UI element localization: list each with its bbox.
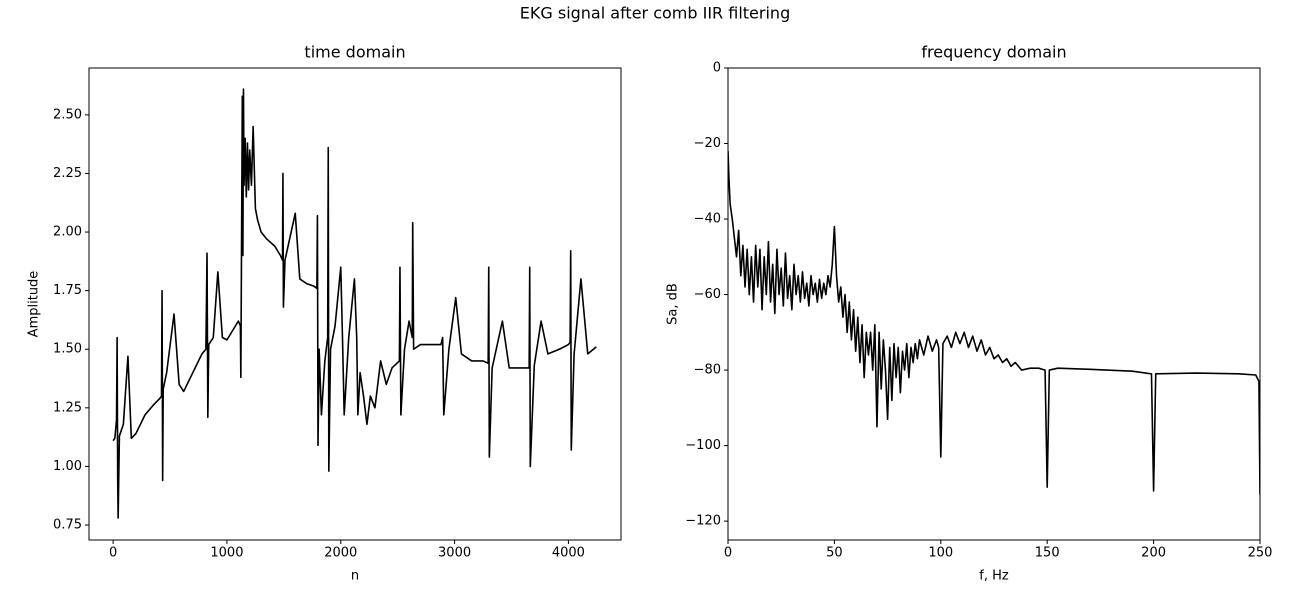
y-tick-label: −40 bbox=[694, 212, 721, 227]
axes-frame bbox=[727, 67, 1261, 541]
x-tick-label: 100 bbox=[928, 546, 953, 561]
y-tick-label: 1.00 bbox=[53, 459, 82, 474]
x-tick-label: 3000 bbox=[438, 546, 471, 561]
y-tick-label: −20 bbox=[694, 136, 721, 151]
y-tick-label: 2.00 bbox=[53, 225, 82, 240]
y-tick-label: −100 bbox=[685, 438, 721, 453]
x-tick-label: 150 bbox=[1035, 546, 1060, 561]
y-tick-label: 1.50 bbox=[53, 342, 82, 357]
signal-line bbox=[728, 151, 1260, 495]
y-tick-label: 0.75 bbox=[53, 518, 82, 533]
axes-title: time domain bbox=[304, 43, 405, 62]
y-tick-label: −60 bbox=[694, 287, 721, 302]
x-tick-label: 2000 bbox=[324, 546, 357, 561]
x-tick-label: 1000 bbox=[210, 546, 243, 561]
axes-frame bbox=[88, 67, 622, 541]
x-tick-label: 0 bbox=[724, 546, 732, 561]
y-tick-label: 0 bbox=[713, 61, 721, 76]
x-tick-label: 4000 bbox=[552, 546, 585, 561]
x-tick-label: 0 bbox=[109, 546, 117, 561]
y-tick-label: −80 bbox=[694, 363, 721, 378]
y-tick-label: 1.75 bbox=[53, 283, 82, 298]
y-tick-label: 2.50 bbox=[53, 107, 82, 122]
axes-title: frequency domain bbox=[921, 43, 1066, 62]
y-tick-label: 1.25 bbox=[53, 400, 82, 415]
y-tick-label: 2.25 bbox=[53, 166, 82, 181]
y-tick-label: −120 bbox=[685, 514, 721, 529]
x-tick-label: 200 bbox=[1141, 546, 1166, 561]
y-axis-label: Sa, dB bbox=[666, 283, 681, 325]
x-axis-label: f, Hz bbox=[979, 569, 1009, 584]
y-axis-label: Amplitude bbox=[27, 271, 42, 338]
figure-title: EKG signal after comb IIR filtering bbox=[520, 4, 790, 23]
x-tick-label: 50 bbox=[826, 546, 843, 561]
signal-line bbox=[112, 88, 597, 519]
x-tick-label: 250 bbox=[1248, 546, 1273, 561]
x-axis-label: n bbox=[351, 569, 359, 584]
